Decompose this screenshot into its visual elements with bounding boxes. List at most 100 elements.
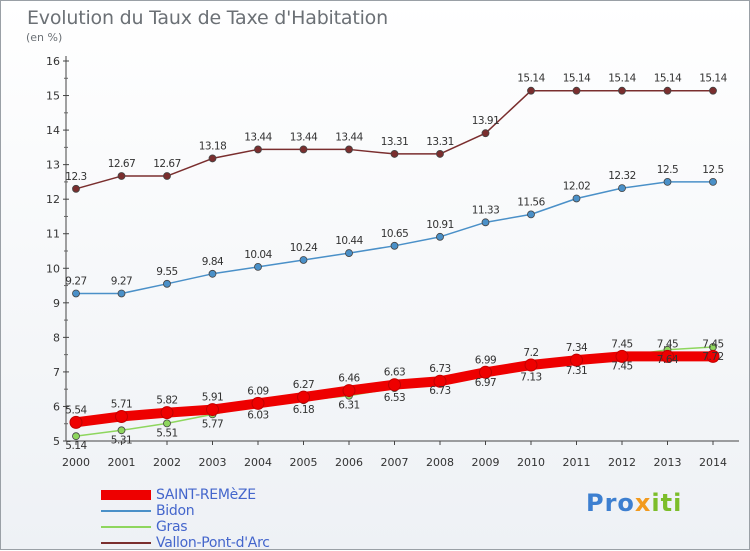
legend-item-vallon-pont-d-arc[interactable]: Vallon-Pont-d'Arc [101,535,270,551]
data-label: 6.99 [475,354,496,366]
data-label: 12.3 [65,171,86,183]
data-label: 10.24 [290,242,318,254]
data-point [709,86,717,95]
data-point [72,432,80,441]
y-tick-label: 6 [53,400,60,413]
data-label: 15.14 [517,73,545,85]
data-point [72,289,80,298]
data-label: 6.27 [293,379,314,391]
data-point [572,194,581,203]
data-label: 15.14 [563,73,591,85]
data-label: 5.31 [111,434,132,446]
data-point [433,374,447,388]
legend-swatch-gras [101,526,151,528]
data-label: 12.5 [657,164,678,176]
data-point [388,378,401,392]
data-label: 6.18 [293,404,314,416]
data-label: 5.71 [111,398,132,410]
y-tick-label: 13 [46,159,60,172]
data-point [254,145,262,154]
data-point [390,150,399,158]
legend-item-gras[interactable]: Gras [101,519,270,535]
x-tick-label: 2002 [153,456,181,469]
proxiti-logo[interactable]: Proxiti [586,489,682,517]
x-tick-label: 2009 [472,456,500,469]
data-label: 13.44 [290,131,318,143]
data-point [345,249,353,257]
x-tick-label: 2014 [699,456,727,469]
legend-label: SAINT-REMèZE [156,487,256,503]
logo-text-3: iti [651,489,683,517]
data-label: 13.18 [199,140,227,152]
data-point [709,178,717,186]
x-tick-label: 2005 [290,456,318,469]
y-tick-label: 9 [53,297,60,310]
data-label: 5.14 [65,440,87,452]
data-point [527,210,535,219]
data-point [570,353,583,367]
data-label: 10.91 [426,219,454,231]
data-label: 6.63 [384,367,405,379]
legend: SAINT-REMèZE Bidon Gras Vallon-Pont-d'Ar… [101,487,270,551]
logo-text-1: Pro [586,489,635,517]
data-point [663,86,672,95]
data-point [163,419,171,428]
x-tick-label: 2003 [199,456,227,469]
data-point [615,349,629,363]
data-label: 12.32 [608,170,636,182]
data-label: 13.44 [244,131,272,143]
data-label: 6.46 [338,373,360,385]
y-tick-label: 7 [53,366,60,379]
legend-item-bidon[interactable]: Bidon [101,503,270,519]
data-point [117,426,126,435]
data-label: 7.45 [657,338,678,350]
data-label: 7.64 [657,354,679,366]
data-label: 15.14 [608,73,636,85]
data-label: 6.03 [247,409,268,421]
logo-text-2: x [634,489,652,517]
x-tick-label: 2013 [654,456,682,469]
x-tick-label: 2000 [62,456,90,469]
data-point [661,349,674,363]
legend-label: Bidon [156,503,195,519]
data-label: 6.97 [475,377,496,389]
y-tick-label: 8 [53,331,60,344]
x-tick-label: 2007 [381,456,409,469]
y-tick-label: 5 [53,435,60,448]
data-point [572,86,581,95]
data-point [163,172,171,180]
data-point [299,145,308,154]
x-tick-label: 2012 [608,456,636,469]
legend-swatch-saint-remeze [101,490,151,500]
data-point [481,218,490,227]
data-label: 5.51 [156,427,177,439]
data-label: 13.31 [426,136,454,148]
data-label: 7.13 [520,371,541,383]
data-label: 7.45 [702,338,723,350]
x-tick-label: 2008 [426,456,454,469]
x-tick-label: 2011 [563,456,591,469]
data-label: 9.27 [65,275,86,287]
data-point [481,129,490,138]
y-tick-label: 14 [46,124,60,137]
legend-label: Vallon-Pont-d'Arc [156,535,270,551]
data-label: 15.14 [654,73,682,85]
data-point [618,184,626,193]
data-point [436,232,444,241]
data-label: 9.84 [202,256,224,268]
data-label: 7.45 [611,338,632,350]
chart-subtitle: (en %) [26,31,63,44]
data-label: 10.44 [335,235,363,247]
data-point [618,86,626,95]
data-point [72,184,80,193]
data-point [479,365,492,379]
data-label: 13.91 [472,115,500,127]
data-point [160,406,174,420]
y-tick-label: 10 [46,262,60,275]
legend-item-saint-remeze[interactable]: SAINT-REMèZE [101,487,270,503]
data-point [115,409,128,423]
data-point [254,262,262,271]
data-label: 7.45 [611,360,632,372]
data-label: 10.65 [381,228,409,240]
